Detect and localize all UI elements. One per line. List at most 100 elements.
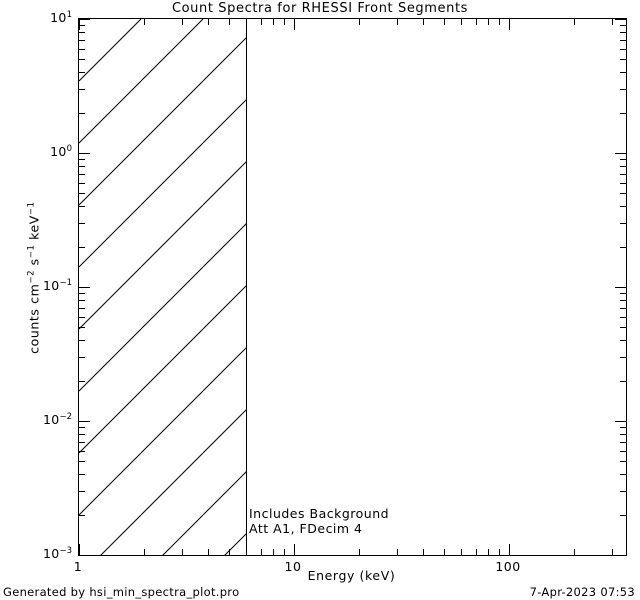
y-tick-mantissa: 10: [42, 278, 60, 294]
axis-tick: [620, 72, 626, 74]
axis-tick: [284, 549, 286, 555]
axis-tick: [358, 19, 360, 25]
y-axis-tick-label: 101: [0, 10, 72, 25]
axis-tick: [620, 340, 626, 342]
y-axis-tick-label: 10−1: [0, 278, 72, 293]
axis-tick: [620, 246, 626, 248]
annotation-attenuator-state: Att A1, FDecim 4: [249, 521, 363, 536]
axis-tick: [573, 19, 575, 25]
hatch-region-boundary-line: [246, 19, 247, 555]
x-axis-tick-label: 10: [284, 559, 302, 574]
y-axis-tick-label: 100: [0, 144, 72, 159]
axis-tick: [620, 491, 626, 493]
axis-tick: [620, 299, 626, 301]
axis-tick: [488, 19, 490, 25]
axis-tick: [620, 474, 626, 476]
axis-tick: [396, 549, 398, 555]
y-tick-exponent: 0: [66, 144, 72, 154]
axis-tick: [620, 293, 626, 295]
axis-tick: [461, 19, 463, 25]
axis-tick: [611, 19, 613, 25]
axis-tick: [611, 19, 613, 25]
footer-timestamp: 7-Apr-2023 07:53: [529, 585, 635, 599]
axis-tick: [423, 19, 425, 25]
axis-tick: [509, 544, 511, 555]
axis-tick: [509, 19, 511, 30]
axis-tick: [620, 173, 626, 175]
axis-tick: [615, 287, 626, 288]
y-tick-mantissa: 10: [42, 412, 60, 428]
axis-tick: [573, 549, 575, 555]
axis-tick: [444, 19, 446, 25]
axis-tick: [620, 193, 626, 195]
axis-tick: [620, 223, 626, 225]
y-tick-exponent: −3: [59, 546, 72, 556]
y-tick-exponent: −2: [59, 412, 72, 422]
axis-tick: [620, 206, 626, 208]
x-axis-tick-label: 1: [73, 559, 83, 574]
y-tick-mantissa: 10: [50, 10, 67, 26]
axis-tick: [620, 59, 626, 61]
axis-tick: [620, 427, 626, 429]
axis-tick: [620, 89, 626, 91]
axis-tick: [620, 450, 626, 452]
x-axis-tick-label: 100: [495, 559, 521, 574]
axis-tick: [573, 19, 575, 25]
annotation-includes-background: Includes Background: [249, 506, 390, 521]
plot-area: Includes Background Att A1, FDecim 4: [78, 18, 627, 556]
axis-tick: [620, 31, 626, 33]
y-axis-tick-label: 10−2: [0, 412, 72, 427]
axis-tick: [273, 549, 275, 555]
y-tick-mantissa: 10: [50, 144, 67, 160]
axis-tick: [294, 544, 295, 555]
x-axis-title: Energy (keV): [307, 568, 396, 583]
plot-annotations: Includes Background Att A1, FDecim 4: [249, 506, 389, 536]
y-tick-exponent: −1: [59, 278, 72, 288]
axis-tick: [620, 327, 626, 329]
y-tick-exponent: 1: [66, 10, 72, 20]
y-axis-title: counts cm−2 s−1 keV−1: [26, 201, 42, 354]
axis-tick: [620, 514, 626, 516]
axis-tick: [620, 182, 626, 184]
y-axis-tick-label: 10−3: [0, 546, 72, 561]
axis-tick: [423, 549, 425, 555]
page-title: Count Spectra for RHESSI Front Segments: [171, 1, 469, 16]
y-tick-mantissa: 10: [42, 546, 60, 562]
axis-tick: [499, 19, 501, 25]
axis-tick: [573, 549, 575, 555]
axis-tick: [620, 48, 626, 50]
axis-tick: [620, 112, 626, 114]
axis-tick: [461, 549, 463, 555]
axis-tick: [273, 19, 275, 25]
axis-tick: [444, 549, 446, 555]
axis-tick: [620, 380, 626, 382]
axis-tick: [475, 19, 477, 25]
axis-tick: [260, 549, 262, 555]
axis-tick: [79, 555, 90, 556]
axis-tick: [620, 25, 626, 27]
axis-tick: [615, 421, 626, 422]
axis-tick: [620, 357, 626, 359]
axis-tick: [611, 549, 613, 555]
excluded-low-energy-hatch-region: [79, 19, 246, 555]
axis-tick: [620, 461, 626, 463]
axis-tick: [620, 316, 626, 318]
axis-tick: [611, 549, 613, 555]
axis-tick: [260, 19, 262, 25]
axis-tick: [615, 555, 626, 556]
axis-tick: [475, 549, 477, 555]
axis-tick: [620, 441, 626, 443]
axis-tick: [620, 165, 626, 167]
axis-tick: [396, 19, 398, 25]
axis-tick: [284, 19, 286, 25]
axis-tick: [615, 153, 626, 154]
axis-tick: [358, 549, 360, 555]
axis-tick: [488, 549, 490, 555]
axis-tick: [615, 19, 626, 20]
axis-tick: [499, 549, 501, 555]
axis-tick: [620, 159, 626, 161]
axis-tick: [294, 19, 295, 30]
axis-tick: [620, 39, 626, 41]
axis-tick: [620, 433, 626, 435]
